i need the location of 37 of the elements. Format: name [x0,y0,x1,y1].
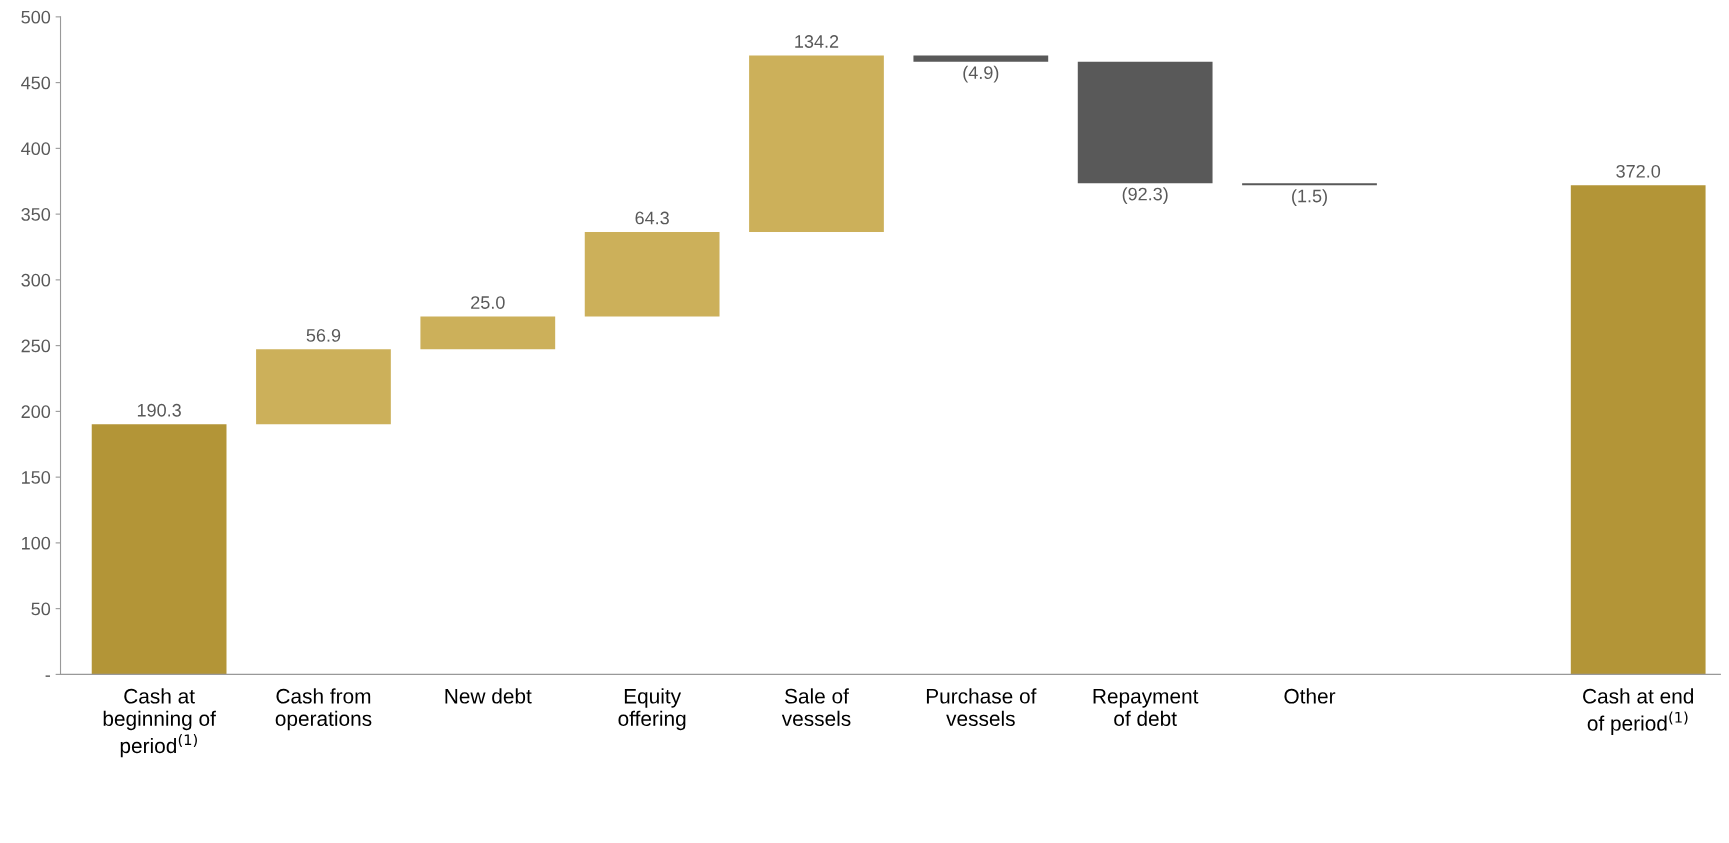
bar [584,231,720,317]
x-tick-label: Cash from operations [275,688,372,731]
y-tick-label: 350 [21,208,51,221]
x-tick-label: New debt [445,688,532,704]
data-label: 134.2 [795,35,839,48]
y-tick-label: - [45,675,50,677]
bar [91,424,227,675]
bar [256,349,391,425]
x-tick-label: Equity offering [618,688,686,731]
x-tick-label: Purchase of vessels [926,688,1037,727]
x-tick-label: Cash at beginning of period$^{(1)}$ [103,688,216,758]
data-label: 64.3 [635,211,669,225]
y-tick-label: 100 [22,536,51,550]
y-tick-label: 300 [21,273,51,287]
y-tick-label: 500 [21,10,51,24]
bar [913,55,1049,62]
data-label: 190.3 [137,403,181,417]
x-tick-label: Other [1284,688,1336,704]
y-tick-label: 250 [21,339,51,353]
bar [420,316,556,350]
y-tick-label: 150 [22,471,51,484]
data-label: (92.3) [1122,187,1168,204]
x-tick-label: Sale of vessels [781,688,851,727]
x-tick-label: Repayment of debt [1093,689,1199,727]
bar [749,55,884,232]
bar [1077,61,1213,184]
y-tick-label: 400 [21,142,51,156]
data-label: 56.9 [306,329,341,342]
data-label: 25.0 [471,296,505,309]
y-tick-label: 200 [21,405,51,419]
bar [1570,185,1706,675]
x-tick-label: Cash at end of period$^{(1)}$ [1583,688,1694,735]
data-label: 372.0 [1616,164,1661,178]
data-label: (4.9) [963,65,999,83]
y-tick-label: 450 [21,76,51,90]
data-label: (1.5) [1292,189,1327,206]
y-tick-label: 50 [31,602,51,616]
